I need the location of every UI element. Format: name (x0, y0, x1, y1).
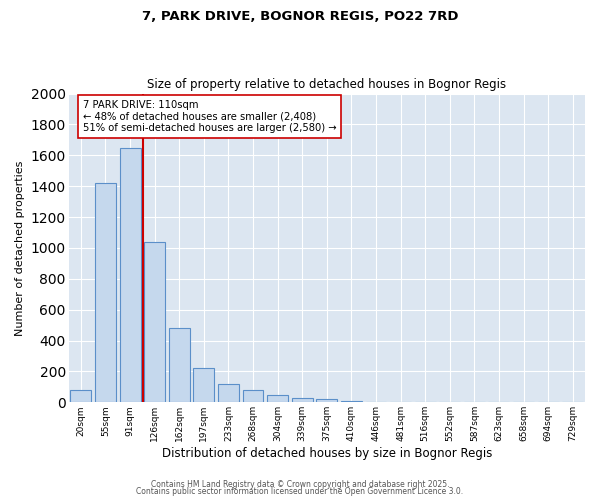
Bar (144, 242, 165, 402)
Y-axis label: Number of detached properties: Number of detached properties (15, 160, 25, 336)
Title: Size of property relative to detached houses in Bognor Regis: Size of property relative to detached ho… (147, 78, 506, 91)
Text: Contains HM Land Registry data © Crown copyright and database right 2025.: Contains HM Land Registry data © Crown c… (151, 480, 449, 489)
Bar (218, 384, 239, 402)
Bar (242, 390, 263, 402)
Text: 7 PARK DRIVE: 110sqm
← 48% of detached houses are smaller (2,408)
51% of semi-de: 7 PARK DRIVE: 110sqm ← 48% of detached h… (83, 100, 337, 133)
X-axis label: Distribution of detached houses by size in Bognor Regis: Distribution of detached houses by size … (161, 447, 492, 460)
Bar (95, 183, 116, 402)
Bar (292, 398, 313, 402)
Bar (119, 148, 140, 402)
Bar (70, 390, 91, 402)
Bar (193, 368, 214, 402)
Text: Contains public sector information licensed under the Open Government Licence 3.: Contains public sector information licen… (136, 487, 464, 496)
Bar (267, 394, 288, 402)
Bar (316, 399, 337, 402)
Text: 7, PARK DRIVE, BOGNOR REGIS, PO22 7RD: 7, PARK DRIVE, BOGNOR REGIS, PO22 7RD (142, 10, 458, 23)
Bar (169, 328, 190, 402)
Bar (341, 400, 362, 402)
